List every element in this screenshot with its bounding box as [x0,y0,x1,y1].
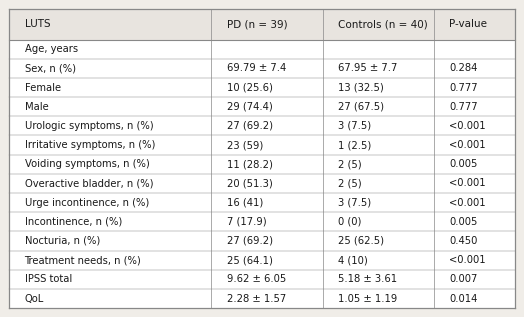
Text: 0 (0): 0 (0) [338,217,361,227]
Text: 3 (7.5): 3 (7.5) [338,197,371,208]
Text: 10 (25.6): 10 (25.6) [227,82,272,93]
Text: 0.005: 0.005 [449,159,477,169]
Text: Nocturia, n (%): Nocturia, n (%) [25,236,100,246]
Text: <0.001: <0.001 [449,197,486,208]
Text: LUTS: LUTS [25,19,50,29]
Text: 25 (62.5): 25 (62.5) [338,236,384,246]
Text: 4 (10): 4 (10) [338,255,367,265]
Text: <0.001: <0.001 [449,121,486,131]
Text: 2 (5): 2 (5) [338,178,362,188]
Text: 5.18 ± 3.61: 5.18 ± 3.61 [338,274,397,284]
Text: QoL: QoL [25,294,44,304]
Text: 29 (74.4): 29 (74.4) [227,102,272,112]
Text: Controls (n = 40): Controls (n = 40) [338,19,428,29]
Text: 0.777: 0.777 [449,82,477,93]
Text: <0.001: <0.001 [449,178,486,188]
Text: Irritative symptoms, n (%): Irritative symptoms, n (%) [25,140,155,150]
Text: 2.28 ± 1.57: 2.28 ± 1.57 [227,294,286,304]
Text: Overactive bladder, n (%): Overactive bladder, n (%) [25,178,153,188]
Text: Male: Male [25,102,48,112]
Text: 27 (69.2): 27 (69.2) [227,121,272,131]
Text: 0.284: 0.284 [449,63,477,73]
Text: 11 (28.2): 11 (28.2) [227,159,272,169]
Text: 69.79 ± 7.4: 69.79 ± 7.4 [227,63,286,73]
Bar [9,9,515,40]
Text: Urologic symptoms, n (%): Urologic symptoms, n (%) [25,121,153,131]
Text: PD (n = 39): PD (n = 39) [227,19,287,29]
Text: 23 (59): 23 (59) [227,140,263,150]
Text: P-value: P-value [449,19,487,29]
Text: 9.62 ± 6.05: 9.62 ± 6.05 [227,274,286,284]
Text: 16 (41): 16 (41) [227,197,263,208]
Text: Female: Female [25,82,61,93]
Text: 27 (69.2): 27 (69.2) [227,236,272,246]
Text: 1.05 ± 1.19: 1.05 ± 1.19 [338,294,397,304]
Text: 7 (17.9): 7 (17.9) [227,217,266,227]
Text: Urge incontinence, n (%): Urge incontinence, n (%) [25,197,149,208]
Text: 0.014: 0.014 [449,294,477,304]
Text: 1 (2.5): 1 (2.5) [338,140,371,150]
Text: 2 (5): 2 (5) [338,159,362,169]
Text: 0.777: 0.777 [449,102,477,112]
Text: 13 (32.5): 13 (32.5) [338,82,384,93]
Text: Incontinence, n (%): Incontinence, n (%) [25,217,122,227]
Text: 0.450: 0.450 [449,236,477,246]
Text: 20 (51.3): 20 (51.3) [227,178,272,188]
Text: Age, years: Age, years [25,44,78,54]
Text: 25 (64.1): 25 (64.1) [227,255,272,265]
Text: 67.95 ± 7.7: 67.95 ± 7.7 [338,63,397,73]
Text: 27 (67.5): 27 (67.5) [338,102,384,112]
Text: IPSS total: IPSS total [25,274,72,284]
Text: <0.001: <0.001 [449,255,486,265]
Text: 3 (7.5): 3 (7.5) [338,121,371,131]
Text: 0.005: 0.005 [449,217,477,227]
Text: Sex, n (%): Sex, n (%) [25,63,75,73]
Text: Voiding symptoms, n (%): Voiding symptoms, n (%) [25,159,149,169]
Text: <0.001: <0.001 [449,140,486,150]
Text: 0.007: 0.007 [449,274,477,284]
Text: Treatment needs, n (%): Treatment needs, n (%) [25,255,141,265]
